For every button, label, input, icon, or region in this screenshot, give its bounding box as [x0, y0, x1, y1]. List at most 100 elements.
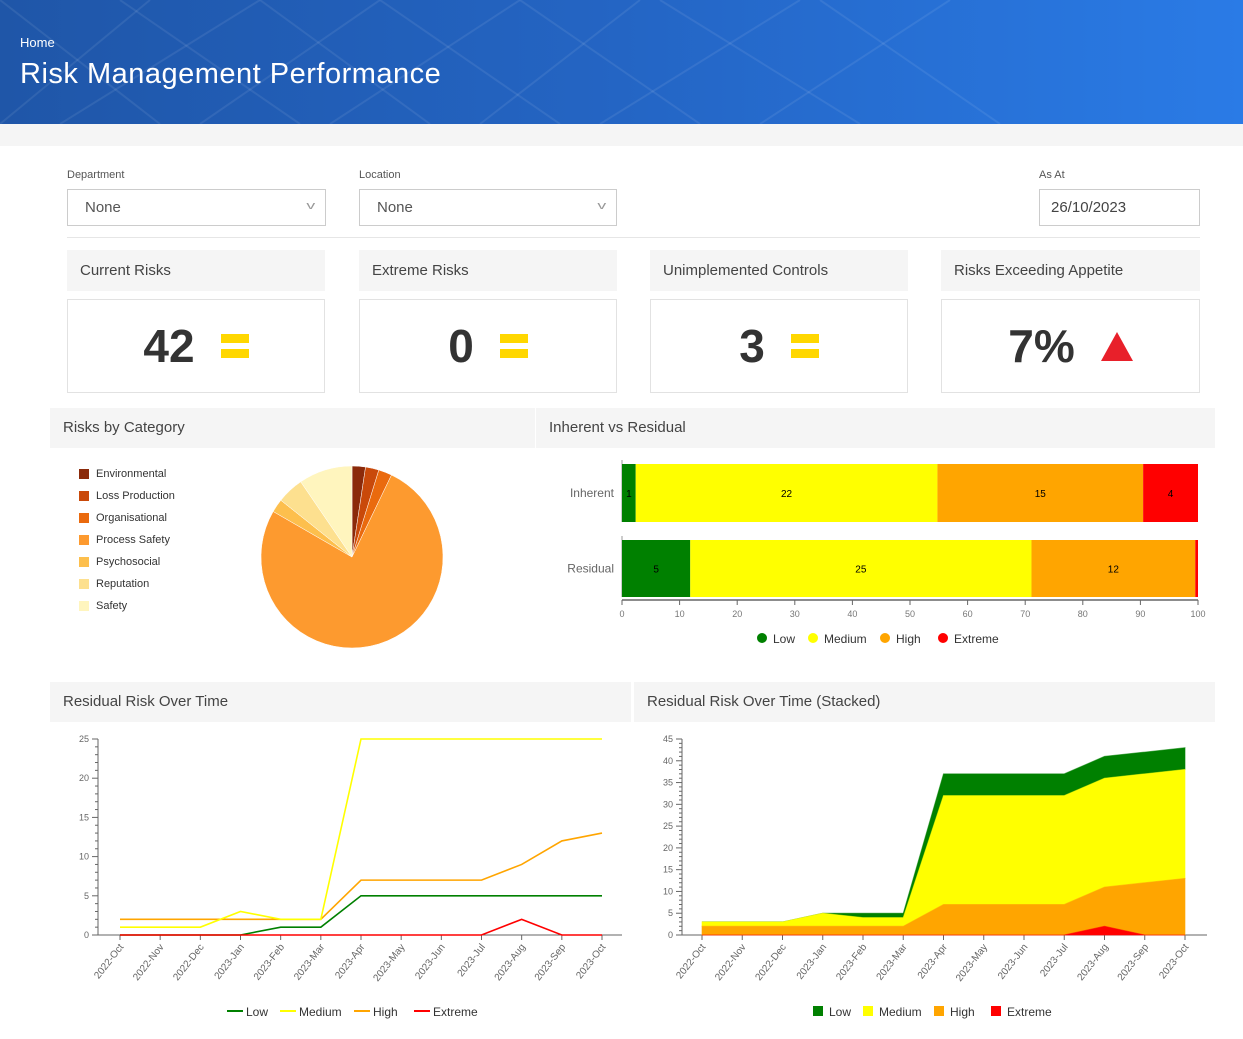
- data-label: 12: [1108, 565, 1120, 576]
- panel-title-over-time: Residual Risk Over Time: [50, 682, 631, 722]
- legend-extreme-label: Extreme: [1007, 1005, 1052, 1019]
- y-tick-label: 10: [79, 852, 89, 862]
- legend-low-marker: [757, 633, 767, 643]
- location-label: Location: [359, 169, 401, 181]
- x-tick-label: 2022-Nov: [713, 942, 748, 983]
- kpi-risks-exceeding-appetite: Risks Exceeding Appetite 7%: [941, 250, 1200, 393]
- legend-item[interactable]: Psychosocial: [79, 551, 175, 573]
- legend-item[interactable]: Loss Production: [79, 485, 175, 507]
- legend-low-label: Low: [773, 632, 795, 646]
- as-at-label: As At: [1039, 169, 1065, 181]
- residual-stacked-chart: 0 5 10 15 20 25 30 35 40 45 2022-Oct 2022-Nov 2022-D…: [663, 734, 1207, 1019]
- kpi-value: 0: [448, 320, 474, 372]
- legend-label: Safety: [96, 600, 128, 612]
- y-tick-label: 20: [663, 843, 673, 853]
- line-series-low: [120, 895, 602, 936]
- y-tick-label: 0: [668, 930, 673, 940]
- x-tick-label: 2023-Feb: [834, 942, 869, 983]
- x-tick-label: 2022-Dec: [171, 942, 206, 983]
- department-value: None: [85, 199, 121, 216]
- y-tick-label: 15: [79, 812, 89, 822]
- x-tick-label: 90: [1135, 609, 1145, 619]
- y-tick-label: 5: [668, 908, 673, 918]
- x-tick-label: 70: [1020, 609, 1030, 619]
- x-tick-label: 2023-May: [371, 942, 407, 984]
- department-select[interactable]: None v: [67, 189, 326, 226]
- legend-label: Reputation: [96, 578, 150, 590]
- legend-item[interactable]: Environmental: [79, 463, 175, 485]
- legend-item[interactable]: Reputation: [79, 573, 175, 595]
- legend-medium-label: Medium: [879, 1005, 922, 1019]
- equal-trend-icon: [220, 334, 249, 358]
- legend-high-label: High: [896, 632, 921, 646]
- data-label: 4: [1168, 489, 1174, 500]
- as-at-date-input[interactable]: 26/10/2023: [1039, 189, 1200, 226]
- up-trend-icon: [1100, 331, 1133, 361]
- location-select[interactable]: None v: [359, 189, 617, 226]
- page-header: Home Risk Management Performance: [0, 0, 1243, 124]
- data-label: 5: [653, 565, 659, 576]
- legend-medium-marker: [808, 633, 818, 643]
- bar-inherent-medium: [635, 464, 938, 522]
- x-tick-label: 2023-Aug: [493, 942, 528, 983]
- x-tick-label: 2023-Apr: [333, 942, 367, 982]
- category-label: Inherent: [570, 486, 615, 500]
- x-tick-label: 2023-Mar: [292, 942, 327, 983]
- line-series-medium: [120, 738, 602, 928]
- bar-residual-extreme: [1195, 540, 1198, 597]
- kpi-unimplemented-controls: Unimplemented Controls 3: [650, 250, 908, 393]
- x-tick-label: 10: [675, 609, 685, 619]
- legend-label: Environmental: [96, 468, 167, 480]
- inherent-residual-chart: Inherent 1 22 15 4 Residual 5 25 12 0 10 20 30 40 50 60…: [567, 460, 1206, 646]
- divider: [67, 237, 1200, 238]
- x-tick-label: 2022-Oct: [92, 942, 126, 981]
- x-tick-label: 2023-Aug: [1075, 942, 1110, 983]
- legend-extreme-label: Extreme: [954, 632, 999, 646]
- bar-residual-high: [1031, 540, 1196, 597]
- x-tick-label: 2023-Mar: [875, 942, 910, 983]
- legend-label: Loss Production: [96, 490, 175, 502]
- pie-slice-safety: [300, 465, 353, 558]
- legend-label: Organisational: [96, 512, 167, 524]
- legend-swatch: [79, 535, 89, 545]
- legend-medium-marker: [863, 1006, 873, 1016]
- legend-swatch: [79, 491, 89, 501]
- line-series-high: [120, 832, 603, 921]
- header-spacer: [0, 124, 1243, 146]
- legend-label: Process Safety: [96, 534, 170, 546]
- x-tick-label: 20: [732, 609, 742, 619]
- x-tick-label: 40: [847, 609, 857, 619]
- equal-trend-icon: [499, 334, 528, 358]
- x-tick-label: 2023-May: [954, 942, 990, 984]
- equal-trend-icon: [790, 334, 819, 358]
- kpi-value: 42: [143, 320, 195, 372]
- header-pattern: [0, 0, 1001, 124]
- legend-high-marker: [880, 633, 890, 643]
- kpi-title: Unimplemented Controls: [650, 250, 908, 291]
- kpi-title: Current Risks: [67, 250, 325, 291]
- legend-item[interactable]: Safety: [79, 595, 175, 617]
- x-tick-label: 30: [790, 609, 800, 619]
- legend-high-label: High: [950, 1005, 975, 1019]
- y-tick-label: 40: [663, 756, 673, 766]
- legend-item[interactable]: Process Safety: [79, 529, 175, 551]
- kpi-extreme-risks: Extreme Risks 0: [359, 250, 617, 393]
- x-tick-label: 2023-Sep: [1116, 942, 1152, 983]
- data-label: 25: [855, 565, 867, 576]
- legend-swatch: [79, 469, 89, 479]
- line-series-extreme: [120, 918, 602, 936]
- legend-extreme-marker: [938, 633, 948, 643]
- data-label: 22: [781, 489, 793, 500]
- kpi-title: Extreme Risks: [359, 250, 617, 291]
- x-tick-label: 2023-Sep: [533, 942, 569, 983]
- x-tick-label: 2023-Feb: [252, 942, 287, 983]
- legend-item[interactable]: Organisational: [79, 507, 175, 529]
- y-tick-label: 25: [79, 734, 89, 744]
- legend-medium-label: Medium: [299, 1005, 342, 1019]
- x-tick-label: 2023-Oct: [574, 942, 608, 981]
- x-tick-label: 0: [619, 609, 624, 619]
- legend-swatch: [79, 601, 89, 611]
- area-series-extreme: [702, 925, 1185, 936]
- breadcrumb-home[interactable]: Home: [20, 35, 55, 50]
